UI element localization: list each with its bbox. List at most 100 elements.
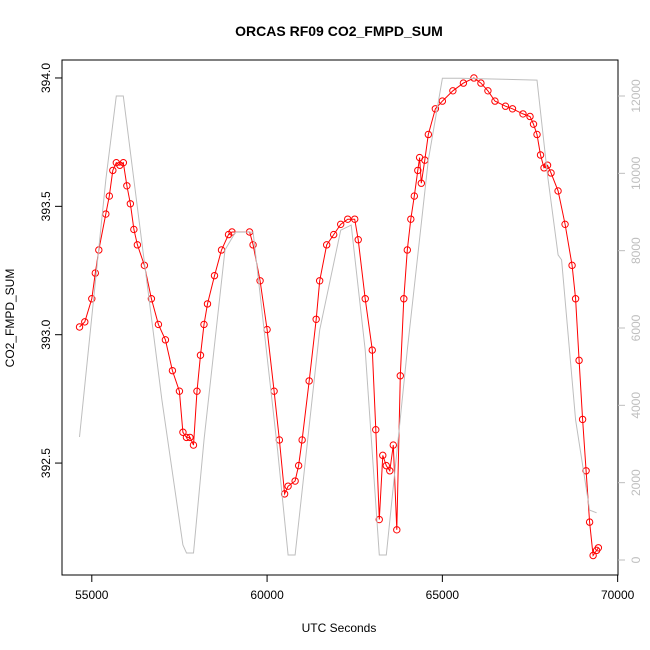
data-point <box>81 318 89 326</box>
data-point <box>119 158 128 167</box>
data-point <box>386 467 394 475</box>
data-point <box>344 215 352 223</box>
data-point <box>554 187 562 195</box>
data-point <box>196 351 205 359</box>
data-point <box>256 277 264 285</box>
data-point <box>375 515 383 524</box>
data-point <box>575 356 583 365</box>
data-point <box>249 241 257 249</box>
data-point <box>403 246 412 254</box>
data-point <box>417 179 426 187</box>
data-point <box>193 387 201 395</box>
data-point <box>477 79 485 87</box>
x-tick-label: 60000 <box>250 588 284 602</box>
data-point <box>88 295 96 303</box>
x-tick-label: 70000 <box>601 588 635 602</box>
data-point <box>529 120 538 128</box>
data-point <box>291 477 299 485</box>
data-point <box>484 87 492 95</box>
data-point <box>491 97 499 105</box>
x-axis-label: UTC Seconds <box>302 621 377 635</box>
series-line <box>79 77 597 556</box>
data-point <box>315 277 324 285</box>
data-point <box>179 428 187 436</box>
data-point <box>322 241 331 249</box>
y2-tick-label: 6000 <box>629 314 643 341</box>
data-point <box>175 387 184 395</box>
data-point <box>543 161 552 169</box>
data-point <box>200 320 208 329</box>
data-point <box>568 261 576 270</box>
data-point <box>130 225 138 234</box>
data-point <box>526 112 534 121</box>
data-point <box>351 215 359 223</box>
data-point <box>126 200 135 208</box>
data-point <box>312 315 320 323</box>
data-point <box>147 295 156 303</box>
data-point <box>582 467 590 475</box>
data-point <box>361 295 369 303</box>
y-tick-label: 394.0 <box>39 63 53 93</box>
data-point <box>438 97 447 105</box>
data-point <box>203 300 212 308</box>
y-tick-label: 392.5 <box>39 448 53 478</box>
data-point <box>161 336 170 344</box>
data-point <box>400 295 408 303</box>
data-point <box>168 366 177 375</box>
data-point <box>547 169 555 177</box>
data-point <box>305 377 313 385</box>
data-point <box>189 441 198 449</box>
y2-tick-label: 12000 <box>629 79 643 113</box>
y-tick-label: 393.0 <box>39 319 53 349</box>
data-point <box>91 269 100 277</box>
data-point <box>585 518 594 526</box>
data-point <box>210 271 219 280</box>
y-tick-label: 393.5 <box>39 191 53 221</box>
chart-title: ORCAS RF09 CO2_FMPD_SUM <box>235 23 443 39</box>
data-point <box>519 110 527 118</box>
data-point <box>508 105 517 113</box>
data-point <box>284 482 292 490</box>
data-point <box>393 526 401 534</box>
y2-tick-label: 8000 <box>629 237 643 264</box>
data-point <box>368 346 376 354</box>
data-point <box>154 320 163 329</box>
data-point <box>578 415 587 424</box>
data-point <box>372 425 380 434</box>
data-point <box>449 87 457 95</box>
data-point <box>396 372 404 380</box>
data-point <box>389 441 397 449</box>
y2-tick-label: 10000 <box>629 156 643 190</box>
data-point <box>414 166 422 175</box>
data-point <box>379 451 387 460</box>
data-point <box>459 79 468 87</box>
data-point <box>410 192 419 200</box>
data-point <box>571 295 580 303</box>
data-point <box>337 220 345 229</box>
y2-tick-label: 0 <box>629 556 643 563</box>
data-point <box>298 436 306 444</box>
data-point <box>123 182 131 190</box>
data-point <box>294 461 303 470</box>
data-point <box>424 130 433 139</box>
data-point <box>109 166 117 175</box>
data-point <box>407 215 415 223</box>
data-point <box>280 490 289 498</box>
data-point <box>431 105 440 113</box>
data-point <box>561 220 569 229</box>
data-point <box>105 192 114 200</box>
x-tick-label: 55000 <box>75 588 109 602</box>
data-point <box>354 236 362 244</box>
data-point <box>589 551 597 560</box>
data-point <box>382 461 390 470</box>
y2-tick-label: 4000 <box>629 392 643 419</box>
data-point <box>186 433 194 442</box>
data-point <box>329 230 338 239</box>
data-point <box>75 323 84 331</box>
data-point <box>133 241 142 249</box>
plot-box <box>61 59 619 576</box>
data-point <box>536 151 545 159</box>
data-point <box>594 544 603 552</box>
